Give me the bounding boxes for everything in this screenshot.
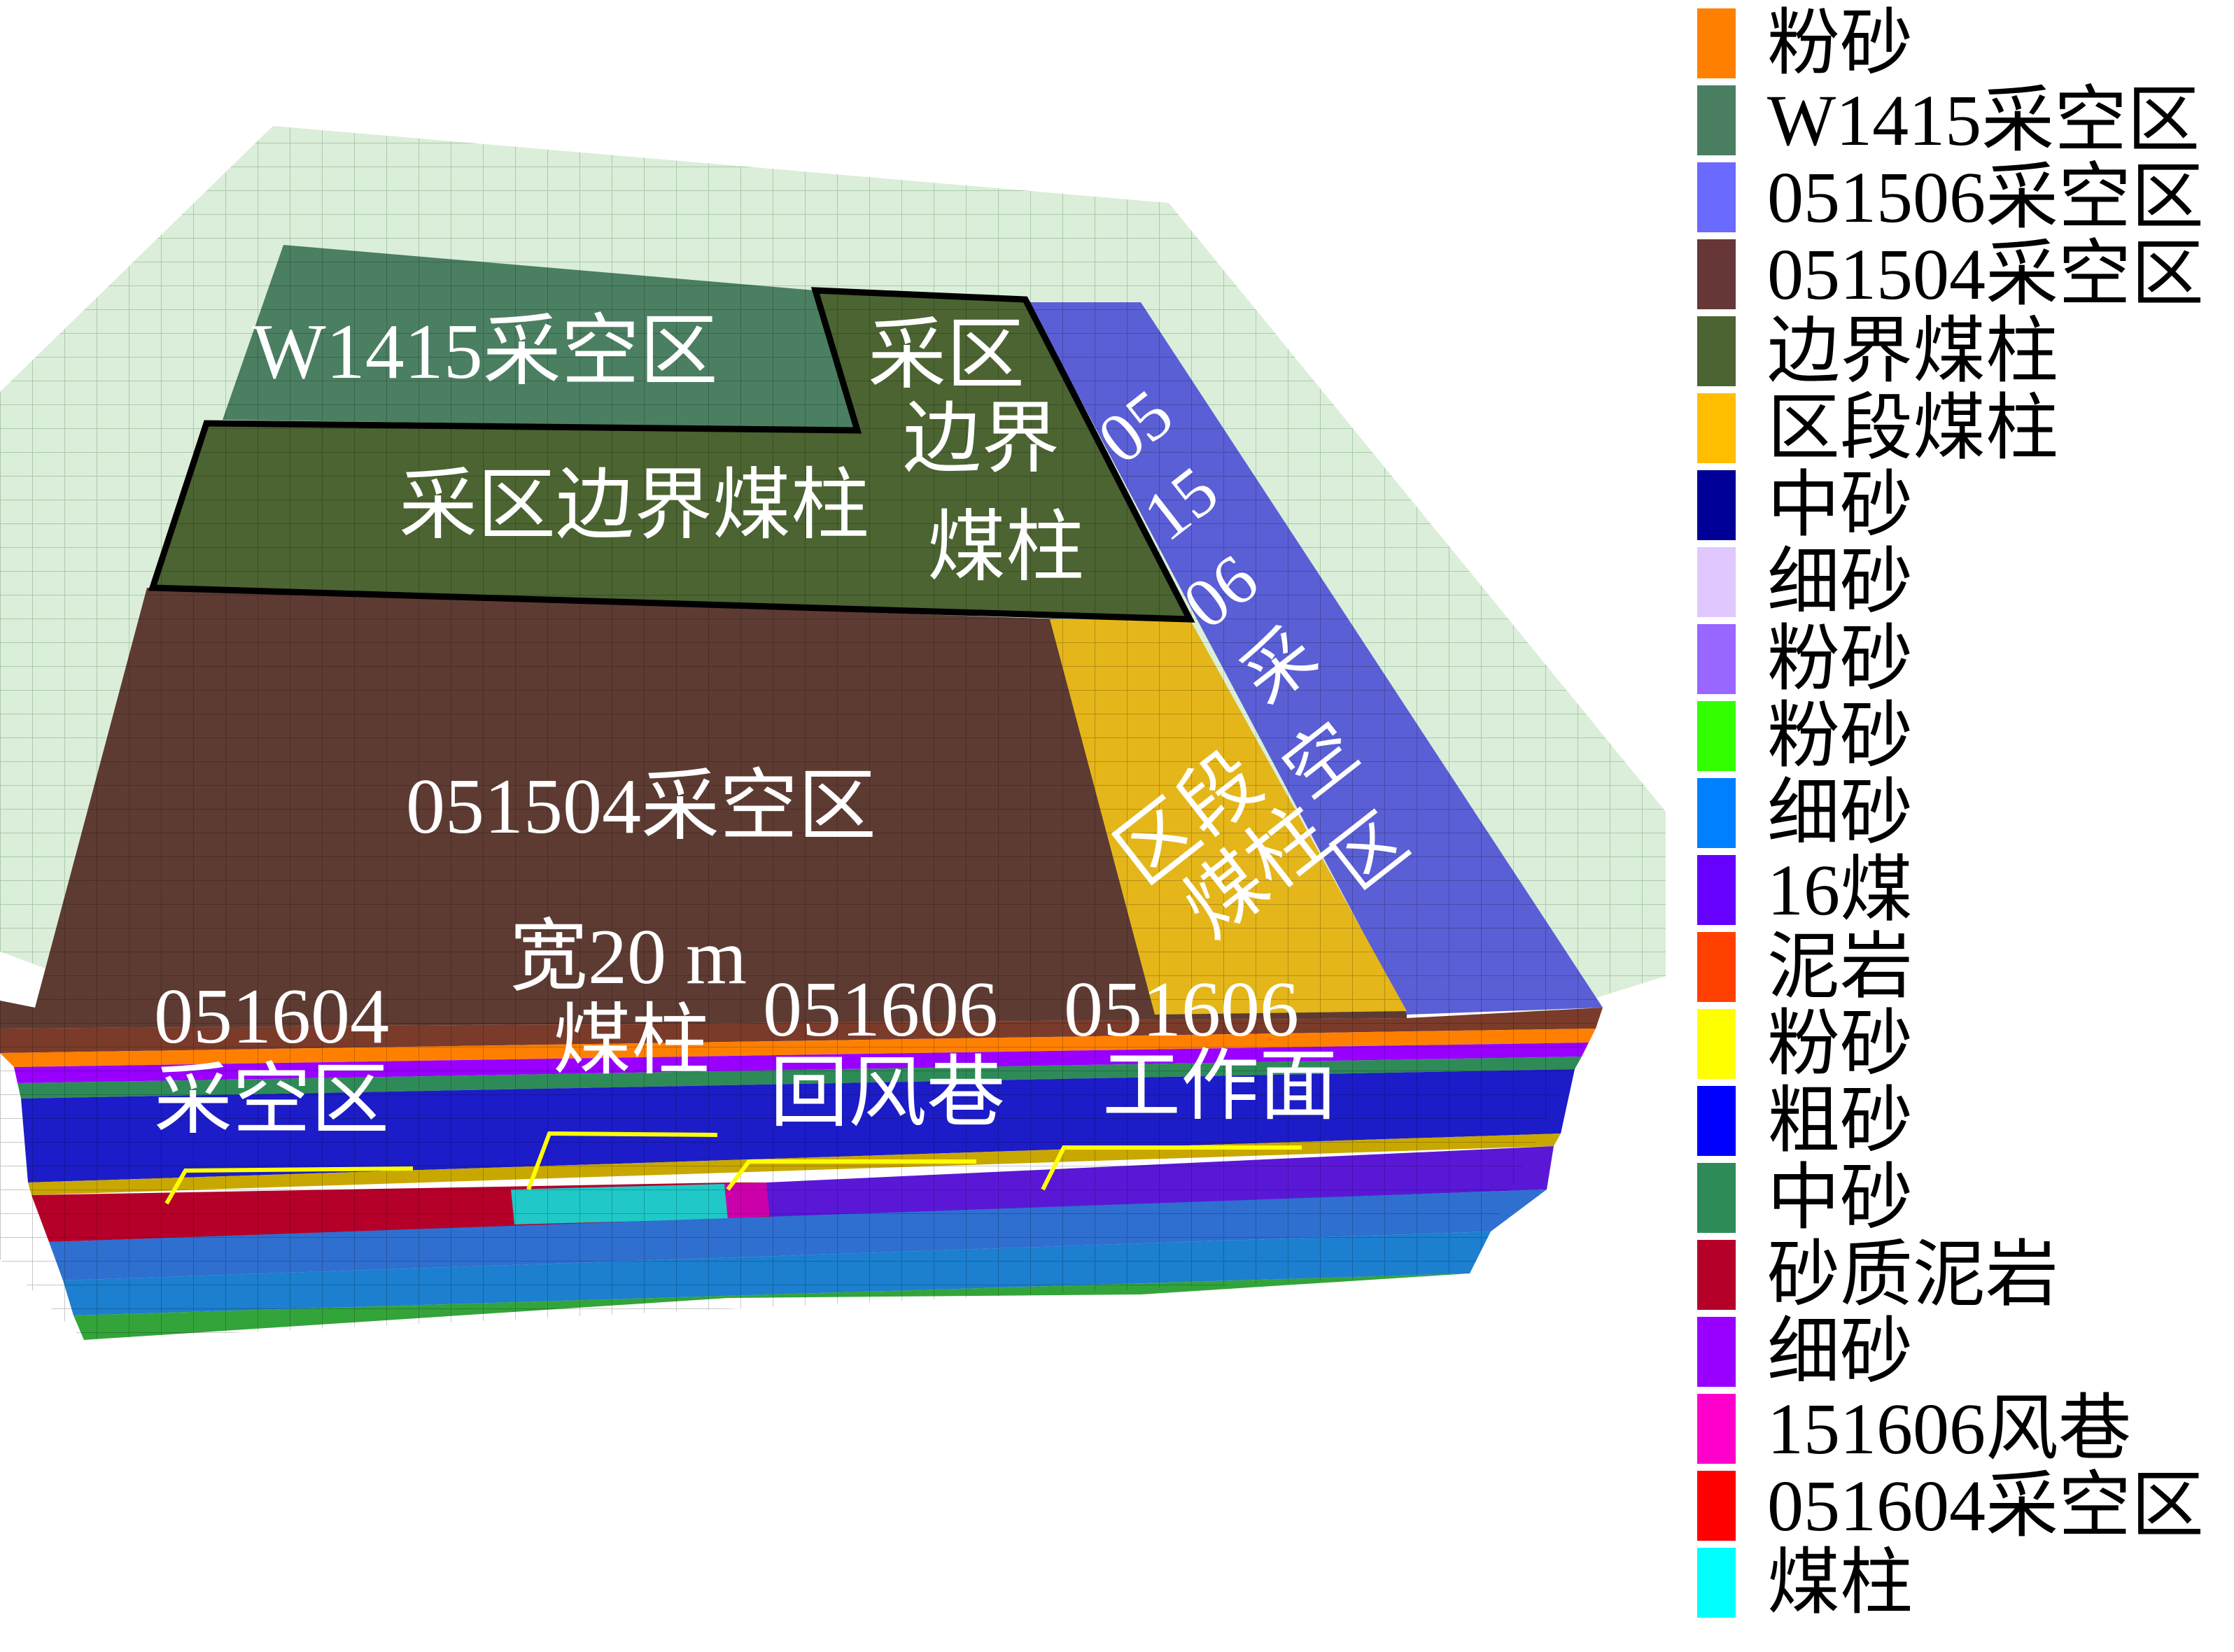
- legend-swatch: [1697, 1163, 1736, 1233]
- legend-label: 边界煤柱: [1767, 311, 2058, 392]
- legend-label: W1415采空区: [1767, 80, 2200, 161]
- legend-swatch: [1697, 547, 1736, 617]
- legend-label: 16煤: [1767, 850, 1913, 931]
- boundary-pillar-region: [148, 287, 1195, 623]
- leader-line-airway: [726, 1159, 976, 1191]
- legend-label: 粗砂: [1767, 1081, 1913, 1162]
- legend-label: 砂质泥岩: [1767, 1235, 2058, 1315]
- label-airway-051606-1: 051606: [763, 966, 998, 1053]
- leader-line-face: [1041, 1145, 1302, 1191]
- legend-label: 151606风巷: [1767, 1389, 2131, 1469]
- legend-label: 煤柱: [1767, 1543, 1913, 1623]
- legend-swatch: [1697, 162, 1736, 232]
- legend-swatch: [1697, 855, 1736, 925]
- legend-swatch: [1697, 470, 1736, 540]
- leader-line-pillar: [526, 1131, 718, 1191]
- legend-label: 粉砂: [1767, 619, 1913, 700]
- goaf-051504-region: [0, 588, 1407, 1029]
- legend-swatch: [1697, 1394, 1736, 1464]
- legend-label: 粉砂: [1767, 3, 1913, 84]
- label-w1415-goaf: W1415采空区: [252, 309, 718, 395]
- legend-swatch: [1697, 1548, 1736, 1618]
- area-labels: W1415采空区 采区边界煤柱 采区 边界 煤柱 051504采空区 区段 煤柱…: [154, 309, 1421, 1144]
- legend-label: 051506采空区: [1767, 157, 2204, 238]
- legend-label: 粉砂: [1767, 1004, 1913, 1085]
- label-goaf-051504: 051504采空区: [406, 763, 876, 850]
- section-pillar-region: [1050, 619, 1407, 1015]
- legend-label: 051604采空区: [1767, 1466, 2204, 1546]
- label-boundary-pillar-v-3: 煤柱: [927, 504, 1084, 591]
- legend-label: 细砂: [1767, 773, 1913, 854]
- legend: 粉砂W1415采空区051506采空区051504采空区边界煤柱区段煤柱中砂细砂…: [1697, 3, 2204, 1623]
- legend-swatch: [1697, 624, 1736, 694]
- label-face-051606-2: 工作面: [1102, 1043, 1337, 1130]
- legend-swatch: [1697, 932, 1736, 1002]
- legend-swatch: [1697, 778, 1736, 848]
- legend-label: 细砂: [1767, 1312, 1913, 1392]
- legend-swatch: [1697, 1317, 1736, 1387]
- legend-swatch: [1697, 8, 1736, 78]
- legend-label: 中砂: [1767, 465, 1913, 546]
- label-pillar-20m-1: 宽20 m: [510, 914, 747, 1001]
- leader-line-051604: [164, 1166, 414, 1205]
- label-airway-051606-2: 回风巷: [770, 1050, 1005, 1137]
- legend-label: 泥岩: [1767, 927, 1913, 1008]
- legend-label: 区段煤柱: [1767, 388, 2058, 469]
- legend-swatch: [1697, 1009, 1736, 1079]
- strata-front: [0, 1008, 1603, 1340]
- legend-swatch: [1697, 1240, 1736, 1310]
- legend-swatch: [1697, 1086, 1736, 1156]
- label-face-051606-1: 051606: [1064, 966, 1299, 1053]
- legend-swatch: [1697, 701, 1736, 771]
- legend-swatch: [1697, 316, 1736, 386]
- goaf-w1415-region: [223, 245, 857, 428]
- legend-label: 051504采空区: [1767, 234, 2204, 315]
- label-boundary-pillar: 采区边界煤柱: [399, 463, 869, 549]
- label-boundary-pillar-v-1: 采区: [868, 312, 1025, 399]
- legend-label: 粉砂: [1767, 696, 1913, 777]
- label-pillar-20m-2: 煤柱: [553, 998, 710, 1085]
- legend-label: 细砂: [1767, 542, 1913, 623]
- legend-label: 中砂: [1767, 1158, 1913, 1238]
- leader-lines: [164, 1131, 1302, 1205]
- legend-swatch: [1697, 1471, 1736, 1541]
- label-boundary-pillar-v-2: 边界: [903, 396, 1060, 483]
- label-goaf-051604-2: 采空区: [154, 1057, 389, 1144]
- legend-swatch: [1697, 239, 1736, 309]
- label-goaf-051604-1: 051604: [154, 973, 389, 1060]
- legend-swatch: [1697, 85, 1736, 155]
- legend-swatch: [1697, 393, 1736, 463]
- goaf-051506-region: [1029, 302, 1603, 1015]
